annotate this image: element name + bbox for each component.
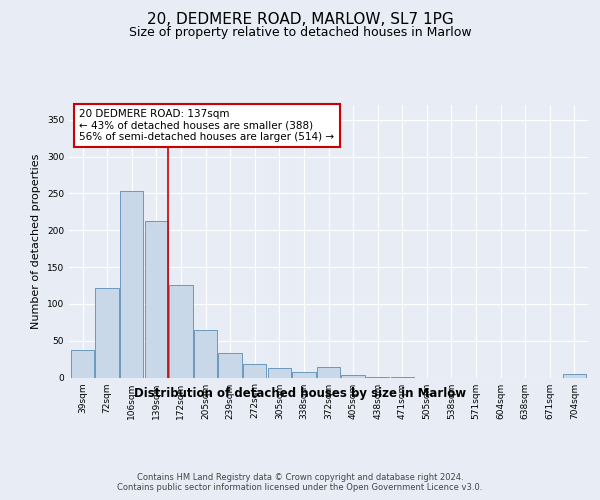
Bar <box>145 222 168 378</box>
Text: Size of property relative to detached houses in Marlow: Size of property relative to detached ho… <box>128 26 472 39</box>
Bar <box>95 288 119 378</box>
Bar <box>563 374 586 378</box>
Bar <box>341 376 365 378</box>
Bar <box>218 353 242 378</box>
Bar <box>120 191 143 378</box>
Bar <box>268 368 291 378</box>
Bar <box>317 367 340 378</box>
Bar <box>366 377 389 378</box>
Bar <box>71 350 94 378</box>
Text: 20 DEDMERE ROAD: 137sqm
← 43% of detached houses are smaller (388)
56% of semi-d: 20 DEDMERE ROAD: 137sqm ← 43% of detache… <box>79 109 335 142</box>
Text: 20, DEDMERE ROAD, MARLOW, SL7 1PG: 20, DEDMERE ROAD, MARLOW, SL7 1PG <box>146 12 454 28</box>
Bar <box>243 364 266 378</box>
Y-axis label: Number of detached properties: Number of detached properties <box>31 154 41 329</box>
Bar <box>292 372 316 378</box>
Text: Distribution of detached houses by size in Marlow: Distribution of detached houses by size … <box>134 388 466 400</box>
Bar <box>194 330 217 378</box>
Bar <box>391 377 414 378</box>
Text: Contains HM Land Registry data © Crown copyright and database right 2024.
Contai: Contains HM Land Registry data © Crown c… <box>118 472 482 492</box>
Bar <box>169 286 193 378</box>
